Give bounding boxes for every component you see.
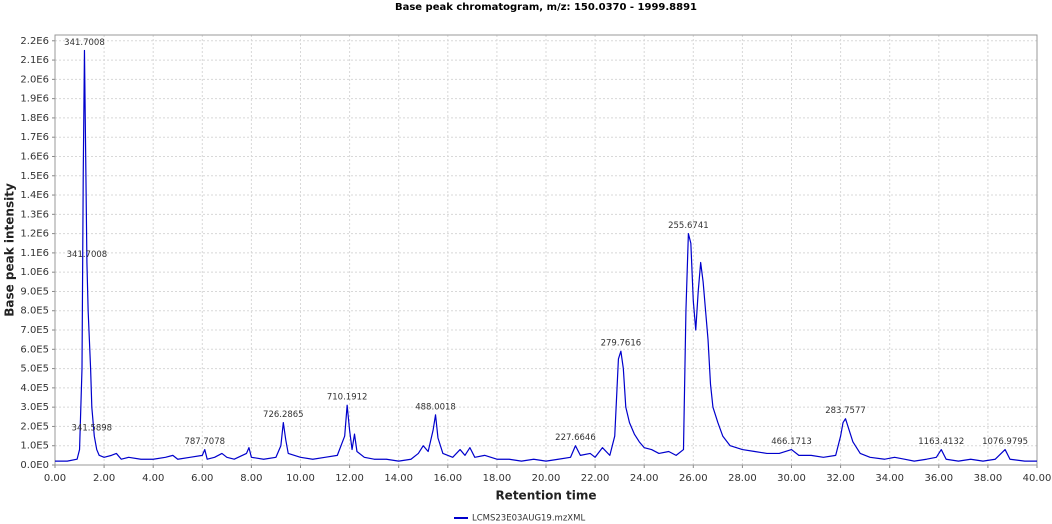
y-tick-label: 3.0E5 <box>20 402 49 413</box>
x-tick-label: 38.00 <box>974 473 1003 484</box>
x-tick-label: 22.00 <box>581 473 610 484</box>
x-tick-label: 8.00 <box>240 473 262 484</box>
x-tick-label: 26.00 <box>679 473 708 484</box>
legend-label: LCMS23E03AUG19.mzXML <box>472 514 585 524</box>
x-tick-label: 34.00 <box>875 473 904 484</box>
peak-label: 341.5898 <box>72 424 113 434</box>
y-tick-label: 1.0E5 <box>20 441 49 452</box>
x-tick-label: 2.00 <box>93 473 115 484</box>
y-tick-label: 1.7E6 <box>20 132 49 143</box>
peak-label: 283.7577 <box>825 406 866 416</box>
x-tick-label: 16.00 <box>433 473 462 484</box>
peak-label: 710.1912 <box>327 393 368 403</box>
legend: LCMS23E03AUG19.mzXML <box>454 514 585 524</box>
y-tick-label: 0.0E0 <box>20 460 49 471</box>
plot-area: 341.7008 341.7008 341.5898 787.7078 726.2865… <box>55 38 1037 462</box>
peak-label: 726.2865 <box>263 410 304 420</box>
x-tick-label: 30.00 <box>777 473 806 484</box>
peak-label: 488.0018 <box>415 402 456 412</box>
peak-label: 227.6646 <box>555 433 596 443</box>
x-axis-label: Retention time <box>495 489 596 503</box>
y-tick-label: 1.1E6 <box>20 248 49 259</box>
x-tick-label: 28.00 <box>728 473 757 484</box>
x-tick-label: 6.00 <box>191 473 213 484</box>
y-tick-label: 2.0E6 <box>20 74 49 85</box>
y-tick-label: 1.5E6 <box>20 171 49 182</box>
x-tick-label: 0.00 <box>44 473 66 484</box>
y-tick-label: 9.0E5 <box>20 286 49 297</box>
y-tick-label: 5.0E5 <box>20 364 49 375</box>
y-tick-label: 1.3E6 <box>20 209 49 220</box>
y-tick-label: 1.6E6 <box>20 151 49 162</box>
grid: 0.0E0 1.0E5 2.0E5 3.0E5 4.0E5 5.0E5 6.0E5 7.0E5… <box>20 34 1052 484</box>
x-tick-label: 14.00 <box>384 473 413 484</box>
y-tick-label: 2.1E6 <box>20 55 49 66</box>
x-tick-label: 24.00 <box>630 473 659 484</box>
plot-frame <box>54 34 1038 466</box>
y-tick-label: 1.9E6 <box>20 94 49 105</box>
peak-label: 341.7008 <box>64 38 105 48</box>
y-tick-label: 1.8E6 <box>20 113 49 124</box>
y-tick-label: 1.2E6 <box>20 229 49 240</box>
y-tick-label: 6.0E5 <box>20 344 49 355</box>
y-tick-label: 8.0E5 <box>20 306 49 317</box>
peak-label: 255.6741 <box>668 221 709 231</box>
y-tick-label: 4.0E5 <box>20 383 49 394</box>
y-tick-label: 7.0E5 <box>20 325 49 336</box>
y-tick-label: 1.4E6 <box>20 190 49 201</box>
y-tick-label: 2.0E5 <box>20 421 49 432</box>
y-tick-label: 2.2E6 <box>20 36 49 47</box>
peak-label: 787.7078 <box>184 437 225 447</box>
x-tick-label: 36.00 <box>924 473 953 484</box>
x-tick-label: 12.00 <box>335 473 364 484</box>
y-tick-label: 1.0E6 <box>20 267 49 278</box>
y-axis-label: Base peak intensity <box>3 183 17 317</box>
x-tick-label: 4.00 <box>142 473 164 484</box>
x-tick-label: 20.00 <box>532 473 561 484</box>
peak-label: 341.7008 <box>67 250 108 260</box>
x-tick-label: 40.00 <box>1023 473 1052 484</box>
peak-label: 279.7616 <box>601 339 642 349</box>
peak-label: 1163.4132 <box>918 437 964 447</box>
x-tick-label: 18.00 <box>483 473 512 484</box>
peak-label: 1076.9795 <box>982 437 1028 447</box>
series-line <box>55 49 1037 462</box>
chart-title: Base peak chromatogram, m/z: 150.0370 - … <box>395 2 697 13</box>
x-tick-label: 10.00 <box>286 473 315 484</box>
peak-label: 466.1713 <box>771 437 812 447</box>
x-tick-label: 32.00 <box>826 473 855 484</box>
